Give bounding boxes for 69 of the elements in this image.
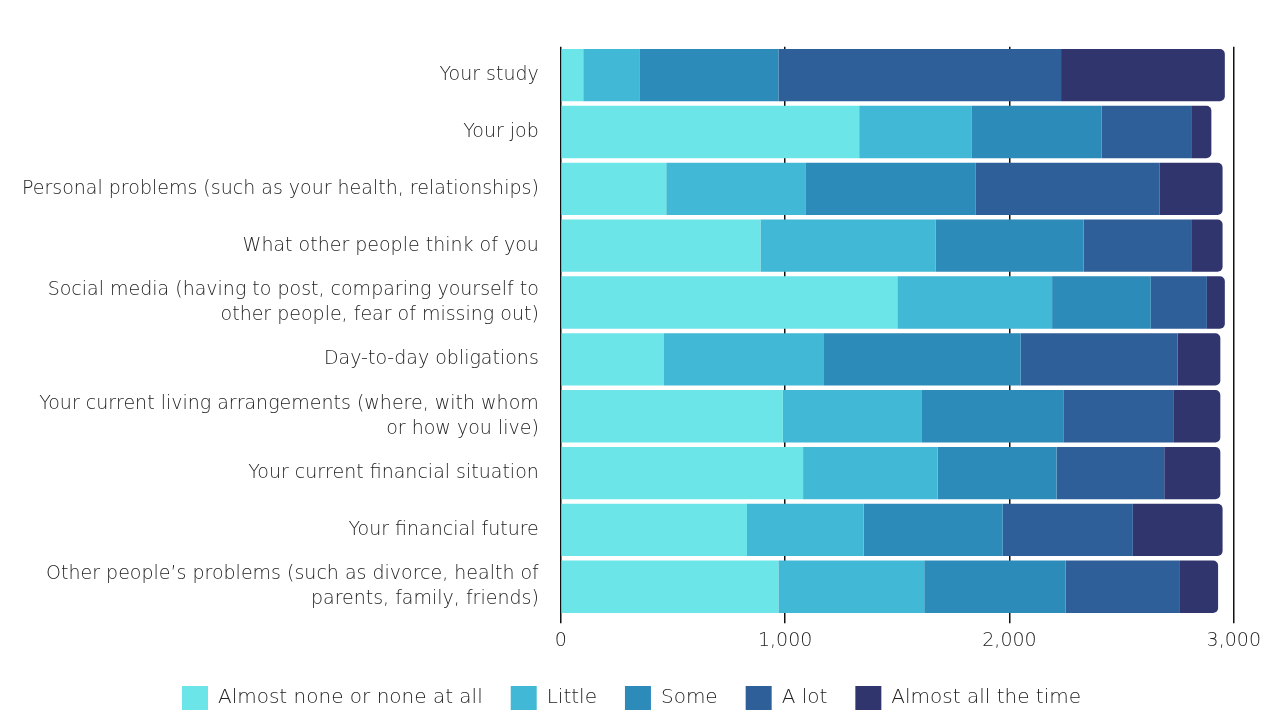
bar [863,503,1003,557]
bar [937,446,1057,500]
y-tick-label: Personal problems (such as your health, relationships) [21,175,539,198]
bar [561,162,667,215]
bar [1177,333,1221,386]
bar [1002,503,1133,557]
y-tick-label: Other people’s problems (such as divorce, health of parents, family, friends) [46,561,540,609]
bar [975,162,1160,215]
bar [778,560,925,613]
y-tick-label: Social media (having to post, comparing yourself to other people, fear of missing out) [47,277,539,324]
bar [561,333,664,386]
x-tick-label: 3,000 [1206,627,1262,650]
bar [921,390,1064,443]
bar [1063,390,1174,443]
bar [805,162,976,215]
bar [639,48,779,102]
bar [583,48,640,102]
bar [1052,276,1151,329]
bar [561,503,747,557]
y-tick-label: Your job [463,118,539,141]
bar [561,446,804,500]
bar [1056,446,1165,500]
legend-label: Almost all the time [891,684,1082,709]
x-tick-label: 1,000 [757,627,813,650]
legend-label: Little [546,684,597,709]
bar [1020,333,1178,386]
bar [666,162,806,215]
bar [1206,276,1225,329]
bar [1101,105,1192,159]
bar [823,333,1021,386]
bar [747,503,864,557]
y-tick-label: What other people think of you [242,232,539,255]
bar [561,276,898,329]
bar [1159,162,1223,215]
bar [664,333,824,386]
bar [1164,446,1221,500]
bar [859,105,972,159]
legend-label: A lot [781,684,828,709]
y-tick-label: Your current financial situation [248,460,539,483]
bar [1179,560,1219,613]
bar [760,219,936,272]
x-tick-label: 2,000 [982,627,1037,650]
bar [561,560,779,613]
y-tick-label: Your financial future [348,516,539,539]
y-tick-label: Your study [439,62,539,85]
bar [778,48,1062,102]
bar [561,48,584,102]
legend-label: Almost none or none at all [217,684,483,709]
x-tick-label: 0 [554,627,567,650]
legend-label: Some [660,684,718,709]
bar [561,105,860,159]
bar [803,446,938,500]
bar [935,219,1084,272]
bar [1132,503,1223,557]
bar [1083,219,1192,272]
bar [1061,48,1225,102]
bar [1150,276,1207,329]
bar [561,390,783,443]
bar [897,276,1053,329]
bar [561,219,761,272]
bar [1191,105,1212,159]
y-tick-label: Your current living arrangements (where, with whom or how you live) [39,390,539,438]
bar [1173,390,1221,443]
bar [1065,560,1180,613]
bar [971,105,1102,159]
bar [782,390,922,443]
bar [1191,219,1223,272]
bar [924,560,1066,613]
y-tick-label: Day-to-day obligations [323,346,539,369]
